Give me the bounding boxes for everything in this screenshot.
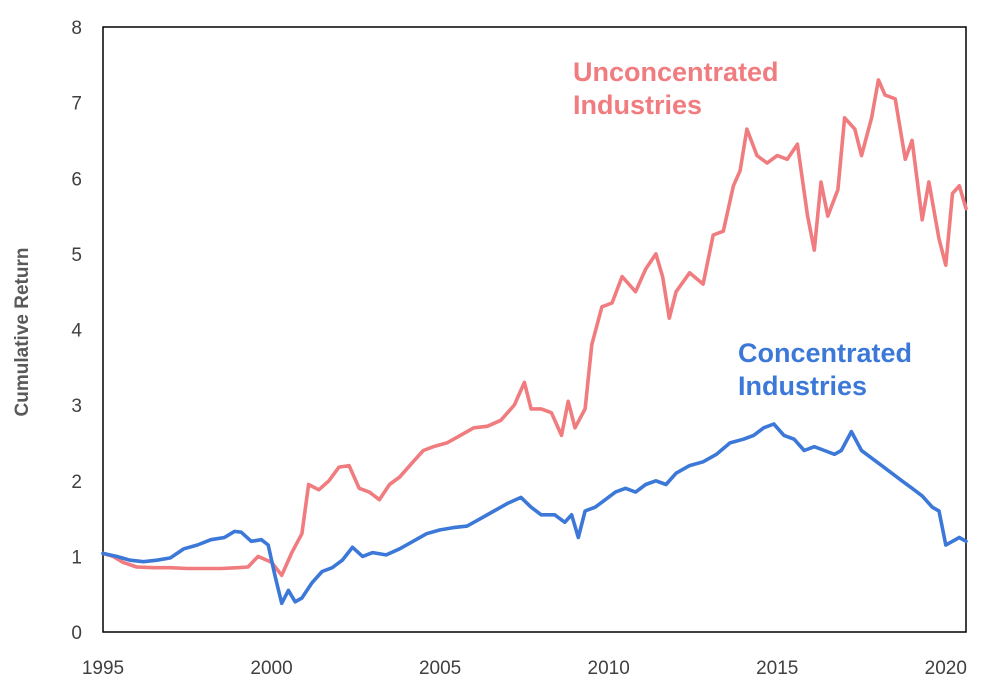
y-tick-label: 0 — [71, 623, 82, 644]
x-tick-label: 2020 — [925, 658, 967, 679]
y-tick-label: 2 — [71, 472, 82, 493]
unconcentrated-label: Unconcentrated Industries — [573, 57, 779, 120]
plot-area-border — [102, 26, 967, 633]
y-axis-ticks: 0 1 2 3 4 5 6 7 8 — [71, 18, 82, 644]
x-tick-label: 2000 — [250, 658, 292, 679]
x-axis-ticks: 1995 2000 2005 2010 2015 2020 — [82, 658, 967, 679]
y-tick-label: 7 — [71, 94, 82, 115]
x-tick-label: 2015 — [756, 658, 798, 679]
concentrated-label: Concentrated Industries — [738, 338, 912, 401]
y-tick-label: 8 — [71, 18, 82, 39]
y-tick-label: 3 — [71, 396, 82, 417]
x-tick-label: 1995 — [82, 658, 124, 679]
y-tick-label: 6 — [71, 169, 82, 190]
y-tick-label: 4 — [71, 321, 82, 342]
unconcentrated-series-line — [101, 78, 968, 578]
y-tick-label: 5 — [71, 245, 82, 266]
concentrated-series-line — [101, 422, 968, 606]
series-layer — [101, 78, 968, 606]
x-tick-label: 2005 — [419, 658, 461, 679]
y-axis-title: Cumulative Return — [12, 248, 33, 417]
annotations: Unconcentrated Industries Concentrated Indu… — [573, 57, 912, 401]
y-tick-label: 1 — [71, 547, 82, 568]
x-tick-label: 2010 — [588, 658, 630, 679]
